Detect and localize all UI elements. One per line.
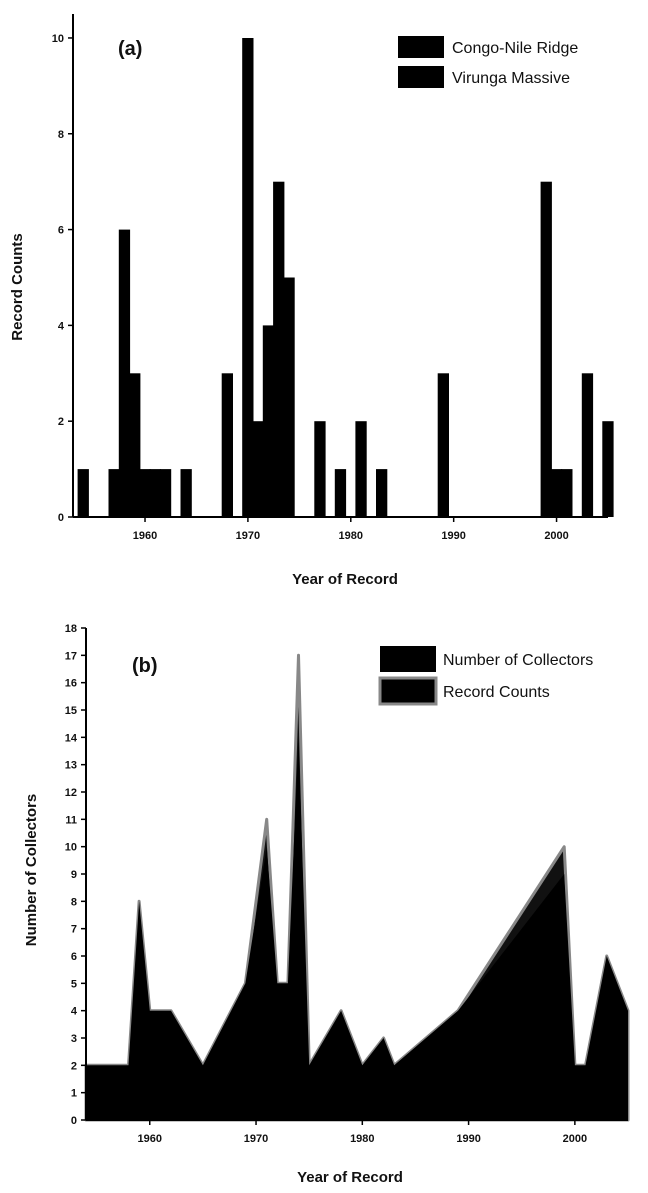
y-tick-label: 0 bbox=[58, 512, 64, 524]
bar bbox=[283, 277, 295, 517]
legend-label-record-counts: Record Counts bbox=[443, 684, 550, 701]
legend-swatch-record-counts bbox=[378, 676, 438, 706]
x-tick-label: 1980 bbox=[350, 1133, 374, 1145]
y-tick-label: 14 bbox=[65, 732, 78, 744]
y-tick-label: 18 bbox=[65, 623, 77, 635]
y-tick-label: 3 bbox=[71, 1033, 77, 1045]
y-tick-label: 2 bbox=[71, 1060, 77, 1072]
legend-label-congo-nile-ridge: Congo-Nile Ridge bbox=[452, 40, 578, 57]
y-tick-label: 7 bbox=[71, 924, 77, 936]
bar bbox=[437, 373, 449, 517]
x-tick-label: 1970 bbox=[244, 1133, 268, 1145]
bar bbox=[118, 229, 131, 517]
y-tick-label: 12 bbox=[65, 787, 77, 799]
y-tick-label: 1 bbox=[71, 1088, 77, 1100]
panel-a-x-axis-title: Year of Record bbox=[292, 571, 398, 588]
legend-label-number-of-collectors: Number of Collectors bbox=[443, 652, 593, 669]
panel-a: 0 2 4 6 8 10 1960 1970 1980 1990 2000 (a) Year of … bbox=[9, 14, 614, 588]
bar bbox=[602, 421, 614, 517]
legend-swatch-number-of-collectors bbox=[380, 646, 436, 672]
bar bbox=[355, 421, 367, 517]
bar bbox=[334, 469, 347, 517]
legend-swatch-congo-nile-ridge bbox=[398, 36, 444, 58]
y-tick-label: 6 bbox=[58, 225, 64, 237]
y-tick-label: 10 bbox=[52, 33, 64, 45]
panel-a-y-axis-title: Record Counts bbox=[9, 233, 26, 341]
panel-b-legend: Number of Collectors Record Counts bbox=[378, 646, 593, 706]
legend-label-virunga-massive: Virunga Massive bbox=[452, 70, 570, 87]
bar bbox=[108, 469, 120, 517]
panel-a-label: (a) bbox=[118, 38, 142, 60]
y-tick-label: 8 bbox=[58, 129, 64, 141]
y-tick-label: 15 bbox=[65, 705, 77, 717]
y-tick-label: 8 bbox=[71, 896, 77, 908]
area-number-of-collectors bbox=[86, 737, 628, 1120]
y-tick-label: 0 bbox=[71, 1115, 77, 1127]
x-tick-label: 1970 bbox=[236, 530, 260, 542]
y-tick-label: 13 bbox=[65, 760, 77, 772]
y-tick-label: 5 bbox=[71, 978, 77, 990]
bar bbox=[550, 469, 563, 517]
bar bbox=[561, 469, 573, 517]
bar bbox=[273, 181, 285, 517]
x-tick-label: 2000 bbox=[563, 1133, 587, 1145]
bar bbox=[252, 421, 264, 517]
x-tick-label: 2000 bbox=[544, 530, 568, 542]
bar bbox=[129, 373, 141, 517]
panel-a-legend: Congo-Nile Ridge Virunga Massive bbox=[398, 36, 578, 88]
bar bbox=[139, 469, 151, 517]
bar bbox=[581, 373, 594, 517]
bar bbox=[242, 38, 254, 517]
panel-a-axes bbox=[68, 14, 608, 522]
legend-swatch-virunga-massive bbox=[398, 66, 444, 88]
panel-b-y-axis-title: Number of Collectors bbox=[23, 794, 40, 947]
bar bbox=[221, 373, 233, 517]
x-tick-label: 1980 bbox=[339, 530, 363, 542]
bar bbox=[262, 325, 275, 517]
bar bbox=[77, 469, 89, 517]
x-tick-label: 1990 bbox=[456, 1133, 480, 1145]
x-tick-label: 1960 bbox=[138, 1133, 162, 1145]
panel-b-axes bbox=[81, 627, 628, 1125]
panel-b-x-axis-title: Year of Record bbox=[297, 1169, 403, 1186]
bar bbox=[376, 469, 388, 517]
x-tick-label: 1960 bbox=[133, 530, 157, 542]
y-tick-label: 6 bbox=[71, 951, 77, 963]
y-tick-label: 17 bbox=[65, 650, 77, 662]
y-tick-label: 4 bbox=[71, 1006, 78, 1018]
bar bbox=[159, 469, 172, 517]
panel-a-bars bbox=[77, 38, 614, 517]
y-tick-label: 9 bbox=[71, 869, 77, 881]
bar bbox=[314, 421, 326, 517]
y-tick-label: 4 bbox=[58, 320, 65, 332]
x-tick-label: 1990 bbox=[441, 530, 465, 542]
y-tick-label: 11 bbox=[65, 814, 77, 826]
panel-b-areas bbox=[84, 653, 630, 1122]
y-tick-label: 2 bbox=[58, 416, 64, 428]
panel-b-label: (b) bbox=[132, 655, 158, 677]
y-tick-label: 10 bbox=[65, 842, 77, 854]
bar bbox=[149, 469, 161, 517]
panel-a-tick-labels: 0 2 4 6 8 10 1960 1970 1980 1990 2000 bbox=[52, 33, 569, 542]
bar bbox=[180, 469, 192, 517]
y-tick-label: 16 bbox=[65, 678, 77, 690]
bar bbox=[540, 181, 552, 517]
